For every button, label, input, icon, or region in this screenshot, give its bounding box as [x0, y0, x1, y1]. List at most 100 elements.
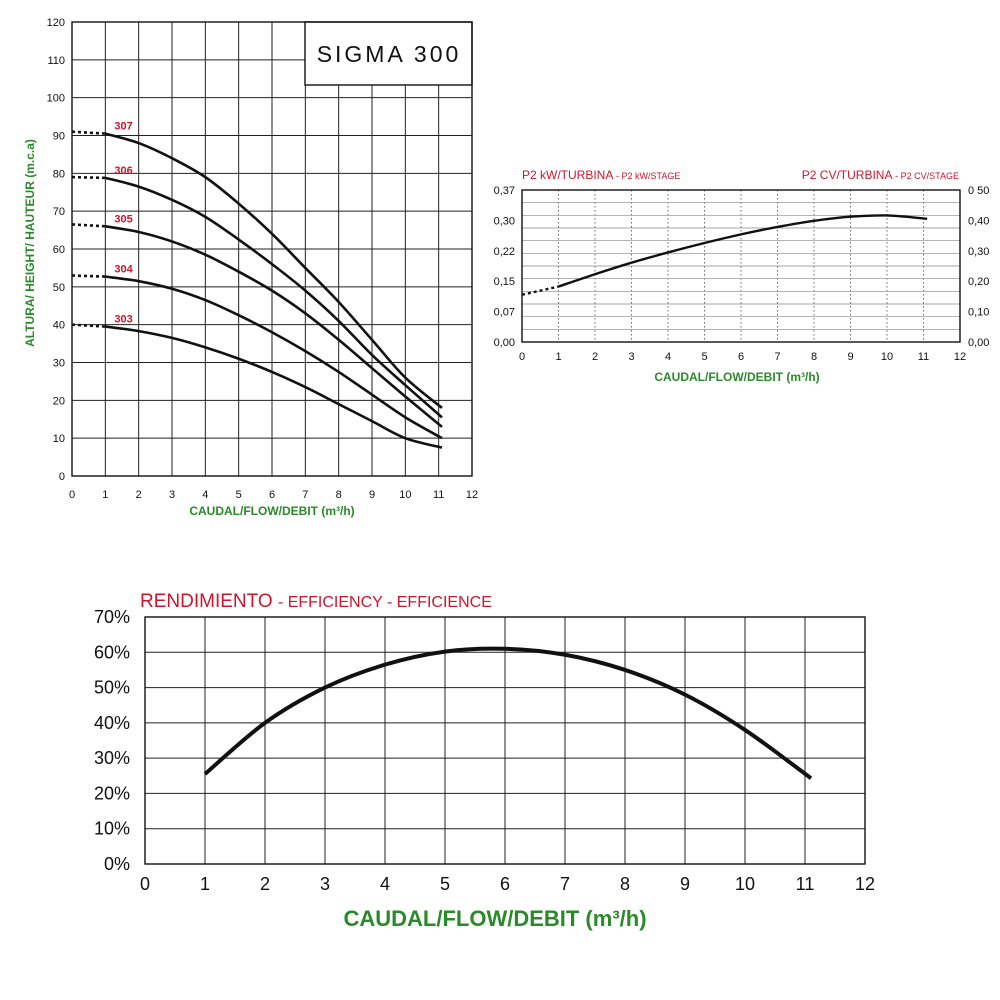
- head-series-305-line: [105, 225, 443, 428]
- head-x-axis-label: CAUDAL/FLOW/DEBIT (m³/h): [189, 504, 354, 518]
- power-y2-tick-label: 0,30: [968, 246, 989, 258]
- head-y-tick-label: 110: [47, 55, 65, 67]
- eff-x-tick-label: 9: [680, 874, 690, 894]
- eff-y-tick-label: 10%: [94, 819, 130, 839]
- power-y-tick-label: 0,22: [494, 246, 515, 258]
- head-series-304-line: [105, 275, 443, 440]
- head-series-label: 307: [114, 121, 132, 133]
- head-series-label: 306: [114, 165, 132, 177]
- eff-title-rest: - EFFICIENCY - EFFICIENCE: [278, 594, 492, 611]
- head-x-tick-label: 12: [466, 489, 478, 501]
- head-x-tick-label: 1: [102, 489, 108, 501]
- eff-y-tick-label: 60%: [94, 642, 130, 662]
- eff-y-tick-label: 0%: [104, 854, 130, 874]
- power-y2-tick-label: 0,20: [968, 276, 989, 288]
- eff-x-tick-label: 5: [440, 874, 450, 894]
- head-y-axis-label: ALTURA/ HEIGHT/ HAUTEUR (m.c.a): [23, 139, 37, 347]
- eff-x-tick-label: 4: [380, 874, 390, 894]
- head-series-307-line: [104, 132, 443, 409]
- eff-y-tick-label: 70%: [94, 607, 130, 627]
- power-y-tick-label: 0,15: [494, 276, 515, 288]
- eff-x-tick-label: 10: [735, 874, 755, 894]
- power-x-axis-label: CAUDAL/FLOW/DEBIT (m³/h): [654, 370, 819, 384]
- head-y-tick-label: 0: [59, 471, 65, 483]
- head-series-303-line: [105, 325, 443, 449]
- head-y-tick-label: 80: [53, 168, 65, 180]
- power-x-tick-label: 9: [847, 351, 853, 363]
- head-y-tick-label: 70: [53, 206, 65, 218]
- head-y-tick-label: 20: [53, 395, 65, 407]
- head-plot-frame: [71, 21, 473, 477]
- power-x-tick-label: 11: [918, 351, 929, 363]
- eff-x-tick-label: 1: [200, 874, 210, 894]
- power-left-title-main: P2 kW/TURBINA: [522, 168, 616, 182]
- head-series-306-line: [105, 176, 443, 419]
- power-y2-tick-label: 0,10: [968, 307, 989, 319]
- power-x-tick-label: 10: [881, 351, 893, 363]
- power-x-tick-label: 12: [954, 351, 966, 363]
- head-chart-title: SIGMA 300: [317, 41, 462, 67]
- power-right-title-sub: - P2 CV/STAGE: [895, 171, 959, 181]
- head-x-tick-label: 9: [369, 489, 375, 501]
- eff-y-tick-label: 20%: [94, 783, 130, 803]
- eff-plot-frame: [144, 616, 866, 865]
- eff-y-tick-label: 30%: [94, 748, 130, 768]
- power-left-title: P2 kW/TURBINA - P2 kW/STAGE: [522, 168, 680, 182]
- head-series-label: 305: [114, 213, 132, 225]
- power-y-tick-label: 0,30: [494, 215, 515, 227]
- head-y-tick-label: 100: [47, 93, 65, 105]
- power-y-tick-label: 0,00: [494, 337, 515, 349]
- eff-x-tick-label: 11: [796, 874, 815, 894]
- power-left-title-sub: - P2 kW/STAGE: [616, 171, 680, 181]
- head-x-tick-label: 6: [269, 489, 275, 501]
- power-x-tick-label: 1: [555, 351, 561, 363]
- power-x-tick-label: 4: [665, 351, 671, 363]
- power-y2-tick-label: 0,40: [968, 215, 989, 227]
- head-y-tick-label: 40: [53, 320, 65, 332]
- eff-x-tick-label: 7: [560, 874, 570, 894]
- head-x-tick-label: 4: [202, 489, 208, 501]
- head-y-tick-label: 90: [53, 131, 65, 143]
- head-x-tick-label: 7: [302, 489, 308, 501]
- eff-y-tick-label: 40%: [94, 713, 130, 733]
- head-x-tick-label: 10: [399, 489, 411, 501]
- power-x-tick-label: 8: [811, 351, 817, 363]
- eff-x-tick-label: 3: [320, 874, 330, 894]
- eff-x-tick-label: 8: [620, 874, 630, 894]
- power-y2-tick-label: 0 50: [968, 185, 989, 197]
- head-y-tick-label: 50: [53, 282, 65, 294]
- eff-x-tick-label: 2: [260, 874, 270, 894]
- head-x-tick-label: 2: [136, 489, 142, 501]
- head-y-tick-label: 30: [53, 358, 65, 370]
- head-y-tick-label: 10: [53, 433, 65, 445]
- power-x-tick-label: 3: [628, 351, 634, 363]
- power-series-line: [558, 214, 928, 288]
- eff-x-axis-label: CAUDAL/FLOW/DEBIT (m³/h): [343, 906, 646, 931]
- power-right-title-main: P2 CV/TURBINA: [802, 168, 895, 182]
- head-series-label: 304: [114, 264, 133, 276]
- power-series-dashed: [521, 285, 559, 296]
- eff-chart-title: RENDIMIENTO - EFFICIENCY - EFFICIENCE: [140, 591, 492, 612]
- head-x-tick-label: 5: [236, 489, 242, 501]
- eff-series-line: [203, 646, 813, 780]
- power-y-tick-label: 0,37: [494, 185, 515, 197]
- head-x-tick-label: 8: [336, 489, 342, 501]
- power-x-tick-label: 5: [701, 351, 707, 363]
- power-y-tick-label: 0,07: [494, 307, 515, 319]
- power-x-tick-label: 6: [738, 351, 744, 363]
- power-x-tick-label: 0: [519, 351, 525, 363]
- head-x-tick-label: 11: [433, 489, 444, 501]
- eff-x-tick-label: 0: [140, 874, 150, 894]
- head-x-tick-label: 3: [169, 489, 175, 501]
- head-y-tick-label: 60: [53, 244, 65, 256]
- eff-x-tick-label: 6: [500, 874, 510, 894]
- eff-x-tick-label: 12: [855, 874, 875, 894]
- power-y2-tick-label: 0,00: [968, 337, 989, 349]
- eff-title-main: RENDIMIENTO: [140, 591, 278, 612]
- head-y-tick-label: 120: [47, 17, 65, 29]
- head-x-tick-label: 0: [69, 489, 75, 501]
- power-plot-frame: [521, 189, 961, 343]
- power-x-tick-label: 2: [592, 351, 598, 363]
- power-right-title: P2 CV/TURBINA - P2 CV/STAGE: [802, 168, 959, 182]
